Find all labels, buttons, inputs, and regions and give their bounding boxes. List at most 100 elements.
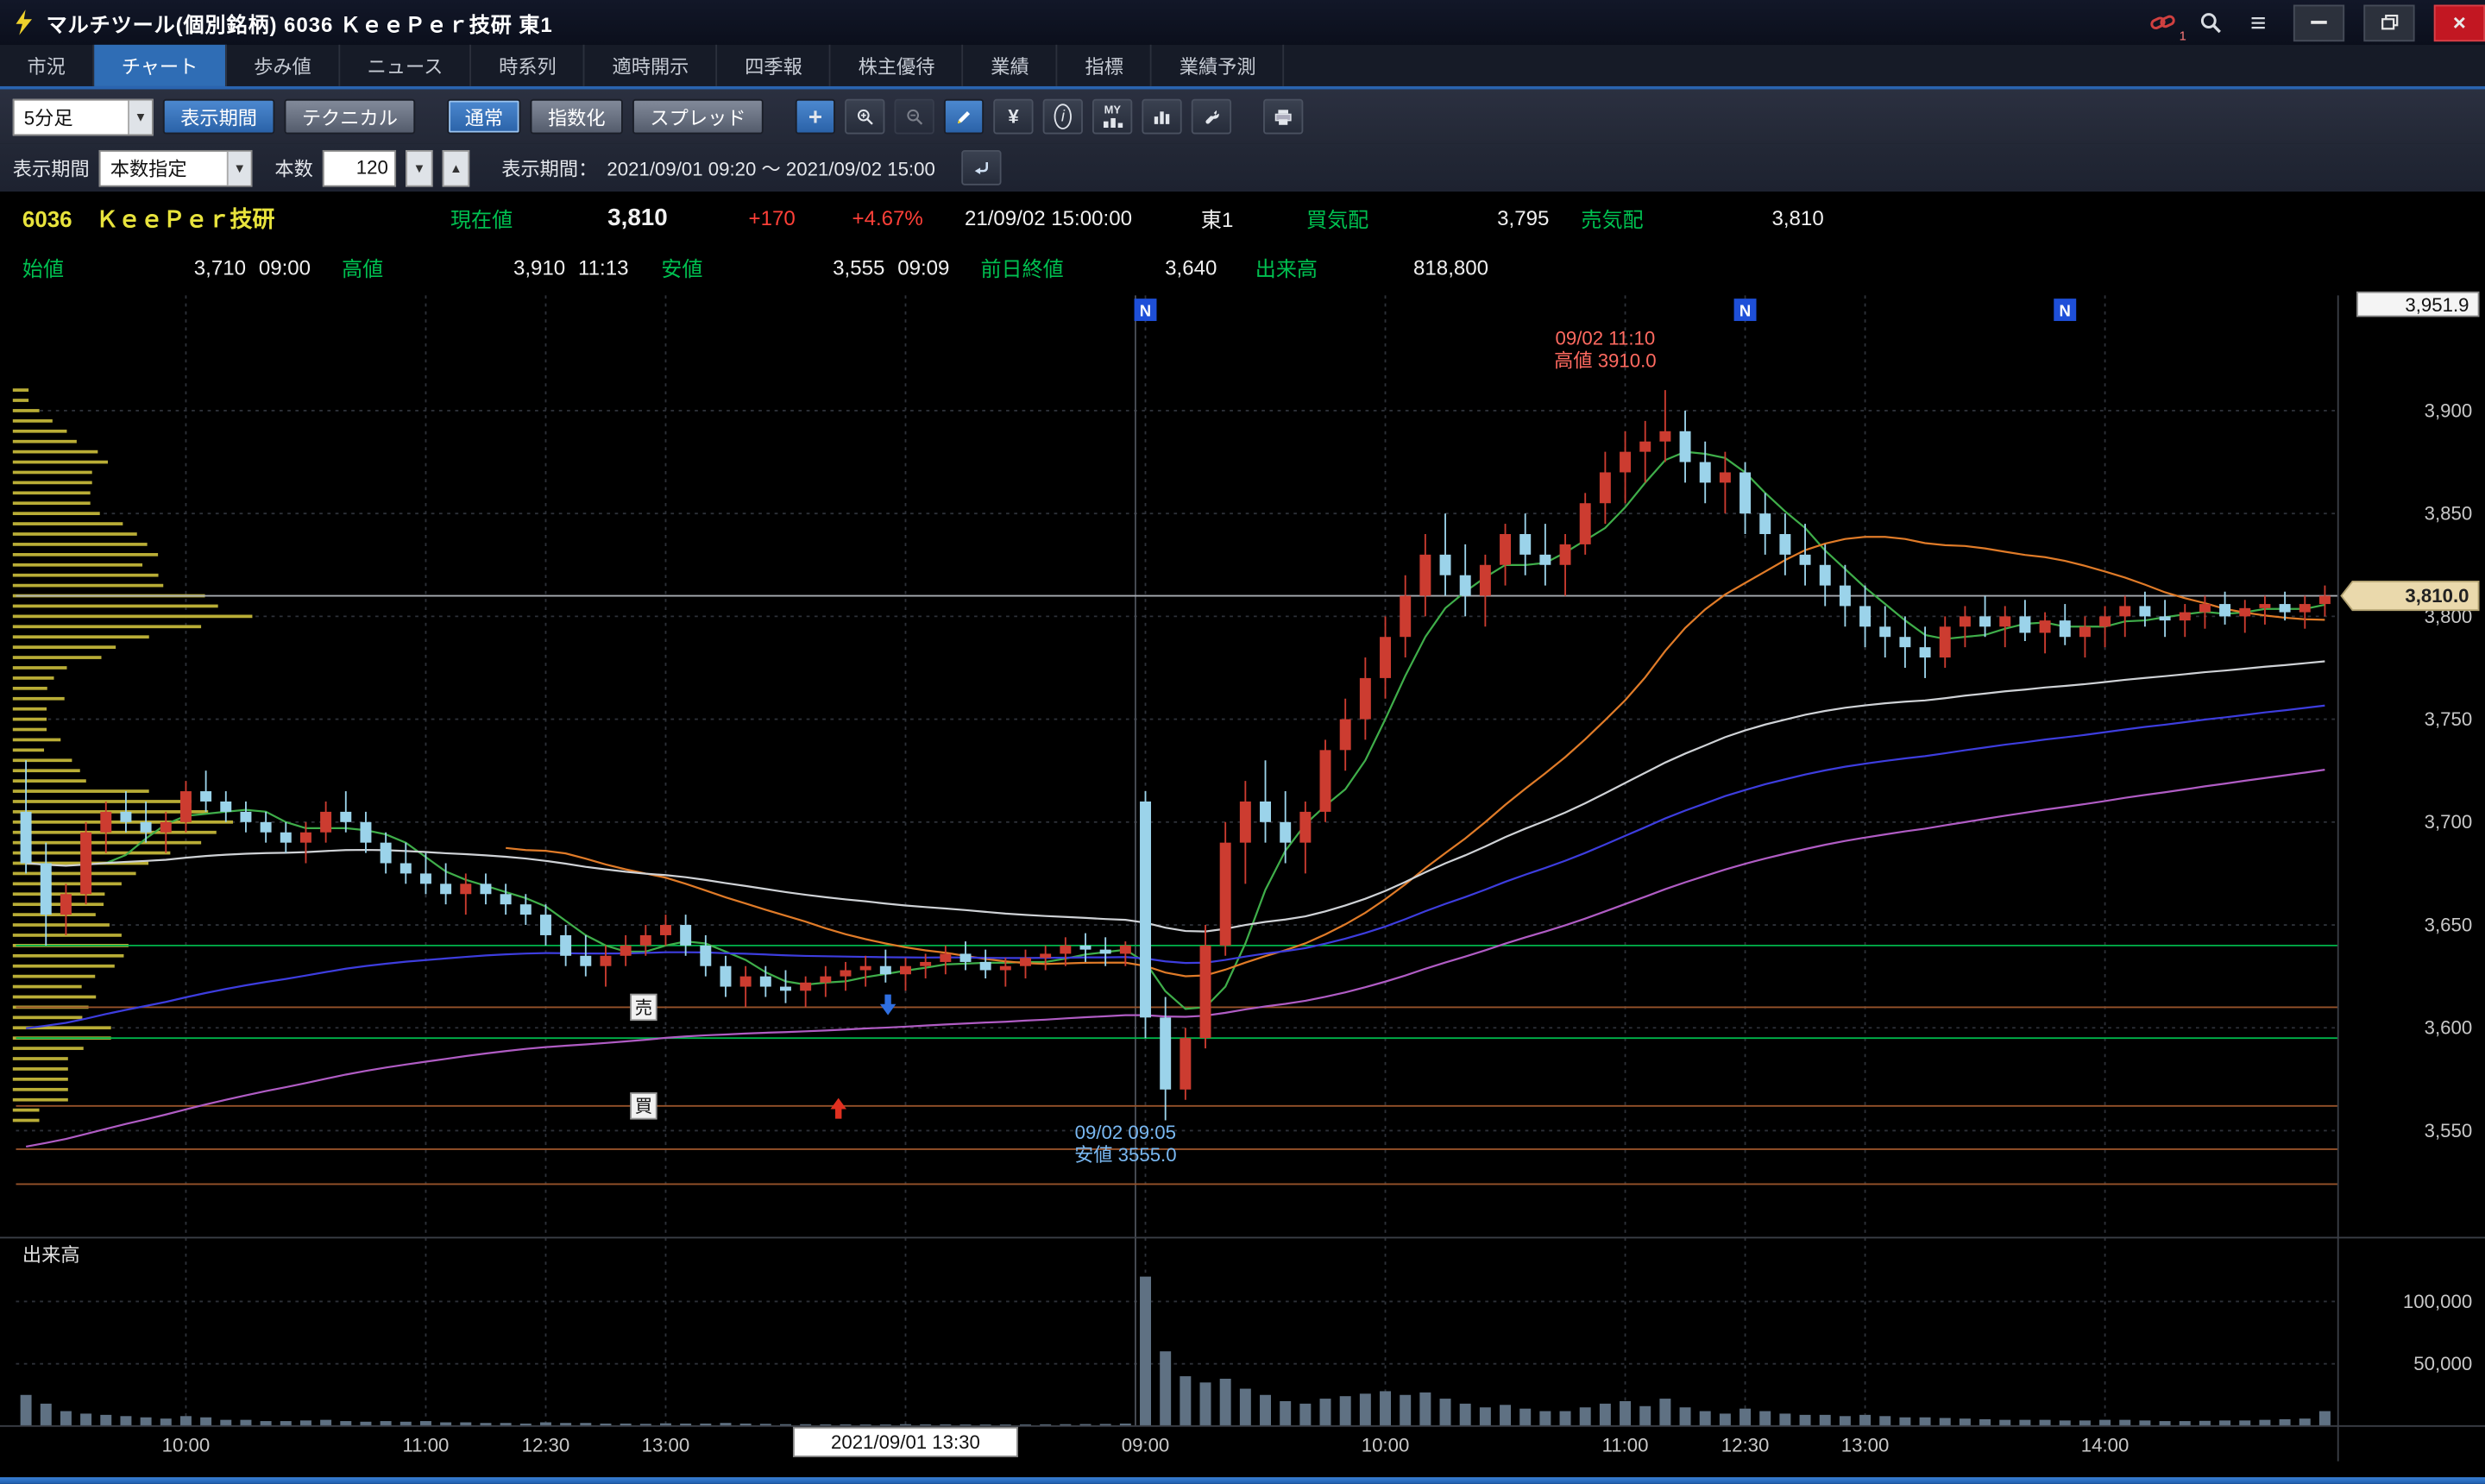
count-down-spinner[interactable]: ▼ bbox=[406, 149, 433, 186]
price-axis-label: 3,900 bbox=[2425, 399, 2473, 421]
tab-業績[interactable]: 業績 bbox=[964, 44, 1059, 86]
tab-市況[interactable]: 市況 bbox=[0, 44, 95, 86]
candle-down bbox=[979, 961, 991, 971]
candle-down bbox=[2279, 604, 2291, 613]
period-bar: 表示期間 本数指定 ▼ 本数 120 ▼ ▲ 表示期間： 2021/09/01 … bbox=[0, 143, 2485, 192]
zoom-out-button[interactable] bbox=[894, 98, 934, 135]
zoom-in-button[interactable] bbox=[845, 98, 885, 135]
bar-count-input[interactable]: 120 bbox=[322, 149, 397, 186]
low-annotation: 安値 3555.0 bbox=[1074, 1144, 1177, 1166]
tab-四季報[interactable]: 四季報 bbox=[718, 44, 832, 86]
search-icon[interactable] bbox=[2194, 6, 2226, 38]
menu-icon[interactable]: ≡ bbox=[2249, 7, 2267, 38]
print-button[interactable] bbox=[1263, 98, 1304, 135]
price-axis-label: 3,700 bbox=[2425, 811, 2473, 833]
candle-down bbox=[200, 791, 212, 802]
candle-down bbox=[20, 811, 32, 864]
open-value: 3,710 bbox=[193, 255, 247, 280]
period-label: 表示期間 bbox=[12, 157, 90, 180]
candle-down bbox=[360, 821, 372, 843]
count-up-spinner[interactable]: ▲ bbox=[442, 149, 470, 186]
ma-line-ema-long bbox=[26, 660, 2325, 933]
price-axis-label: 3,550 bbox=[2425, 1120, 2473, 1141]
tab-株主優待[interactable]: 株主優待 bbox=[831, 44, 964, 86]
normal-mode-button[interactable]: 通常 bbox=[447, 98, 521, 135]
svg-text:3,951.9: 3,951.9 bbox=[2405, 294, 2469, 316]
timeframe-select[interactable]: 5分足 ▼ bbox=[12, 97, 154, 135]
news-marker-icon bbox=[2054, 299, 2077, 322]
display-period-button[interactable]: 表示期間 bbox=[162, 98, 275, 135]
candle-down bbox=[500, 894, 512, 905]
bar-chart-icon bbox=[1154, 111, 1170, 124]
close-button[interactable]: × bbox=[2433, 3, 2485, 41]
candle-up bbox=[620, 945, 632, 956]
candle-down bbox=[2219, 604, 2231, 617]
tab-業績予測[interactable]: 業績予測 bbox=[1152, 44, 1285, 86]
candle-up bbox=[60, 894, 72, 915]
indexed-mode-button[interactable]: 指数化 bbox=[530, 98, 623, 135]
time-axis-label: 10:00 bbox=[162, 1434, 211, 1456]
candle-down bbox=[1140, 801, 1151, 1018]
window-title: マルチツール(個別銘柄) 6036 ＫｅｅＰｅｒ技研 東1 bbox=[46, 11, 553, 36]
time-axis-label: 11:00 bbox=[402, 1434, 449, 1456]
period-mode-select[interactable]: 本数指定 ▼ bbox=[98, 149, 253, 186]
candle-up bbox=[1599, 472, 1611, 504]
time-axis-label: 13:00 bbox=[1841, 1434, 1890, 1456]
candle-up bbox=[1319, 750, 1331, 812]
settings-wrench-button[interactable] bbox=[1191, 98, 1232, 135]
tab-時系列[interactable]: 時系列 bbox=[472, 44, 586, 86]
tab-指標[interactable]: 指標 bbox=[1058, 44, 1153, 86]
technical-button[interactable]: テクニカル bbox=[284, 98, 416, 135]
link-icon[interactable]: 1 bbox=[2147, 6, 2186, 43]
candle-up bbox=[1419, 554, 1431, 596]
candle-down bbox=[1260, 801, 1271, 822]
order-markers[interactable]: 売買 bbox=[630, 993, 896, 1120]
candles[interactable] bbox=[20, 390, 2331, 1121]
candle-up bbox=[659, 925, 671, 935]
candle-up bbox=[1239, 801, 1251, 843]
axes: 3,9003,8503,8003,7503,7003,6503,6003,550… bbox=[0, 295, 2485, 1462]
candle-up bbox=[460, 883, 472, 895]
crosshair-time-tooltip bbox=[792, 1426, 1018, 1457]
crosshair-plus-button[interactable]: + bbox=[795, 98, 836, 135]
maximize-button[interactable] bbox=[2363, 3, 2415, 41]
candle-up bbox=[1400, 595, 1412, 638]
minimize-button[interactable] bbox=[2293, 3, 2345, 41]
candle-up bbox=[1479, 564, 1491, 596]
my-chart-button[interactable]: MY bbox=[1092, 98, 1133, 135]
horizontal-price-lines bbox=[16, 594, 2338, 1185]
prev-close-value: 3,640 bbox=[1165, 255, 1217, 280]
candle-down bbox=[1979, 616, 1991, 627]
spread-mode-button[interactable]: スプレッド bbox=[632, 98, 764, 135]
time-axis-label: 10:00 bbox=[1362, 1434, 1410, 1456]
zoom-in-icon bbox=[858, 109, 873, 125]
chart-area: N N N 売買 09/02 11:10 高値 3910.0 09/02 09:05 安値 3… bbox=[0, 290, 2485, 1478]
candle-up bbox=[1579, 503, 1591, 544]
svg-text:売: 売 bbox=[635, 998, 652, 1018]
timeframe-value: 5分足 bbox=[23, 106, 73, 129]
tab-歩み値[interactable]: 歩み値 bbox=[227, 44, 341, 86]
candle-up bbox=[100, 811, 112, 833]
candle-up bbox=[800, 982, 812, 991]
draw-pencil-button[interactable] bbox=[944, 98, 985, 135]
candle-up bbox=[2299, 604, 2311, 613]
time-axis-label: 11:00 bbox=[1602, 1434, 1649, 1456]
candle-down bbox=[2159, 616, 2171, 621]
ma-line-sma5 bbox=[105, 450, 2325, 1010]
bar-chart-button[interactable] bbox=[1142, 98, 1182, 135]
tab-ニュース[interactable]: ニュース bbox=[340, 44, 472, 86]
info-button[interactable]: i bbox=[1042, 98, 1084, 135]
time-axis-label: 09:00 bbox=[1122, 1434, 1170, 1456]
reset-period-button[interactable] bbox=[960, 149, 1001, 186]
candle-up bbox=[639, 934, 651, 946]
tab-チャート[interactable]: チャート bbox=[94, 44, 227, 86]
candle-up bbox=[739, 976, 752, 987]
yen-button[interactable]: ¥ bbox=[993, 98, 1034, 135]
low-annotation: 09/02 09:05 bbox=[1075, 1122, 1176, 1143]
printer-icon bbox=[1274, 109, 1292, 124]
tab-適時開示[interactable]: 適時開示 bbox=[585, 44, 718, 86]
candle-down bbox=[260, 821, 272, 833]
